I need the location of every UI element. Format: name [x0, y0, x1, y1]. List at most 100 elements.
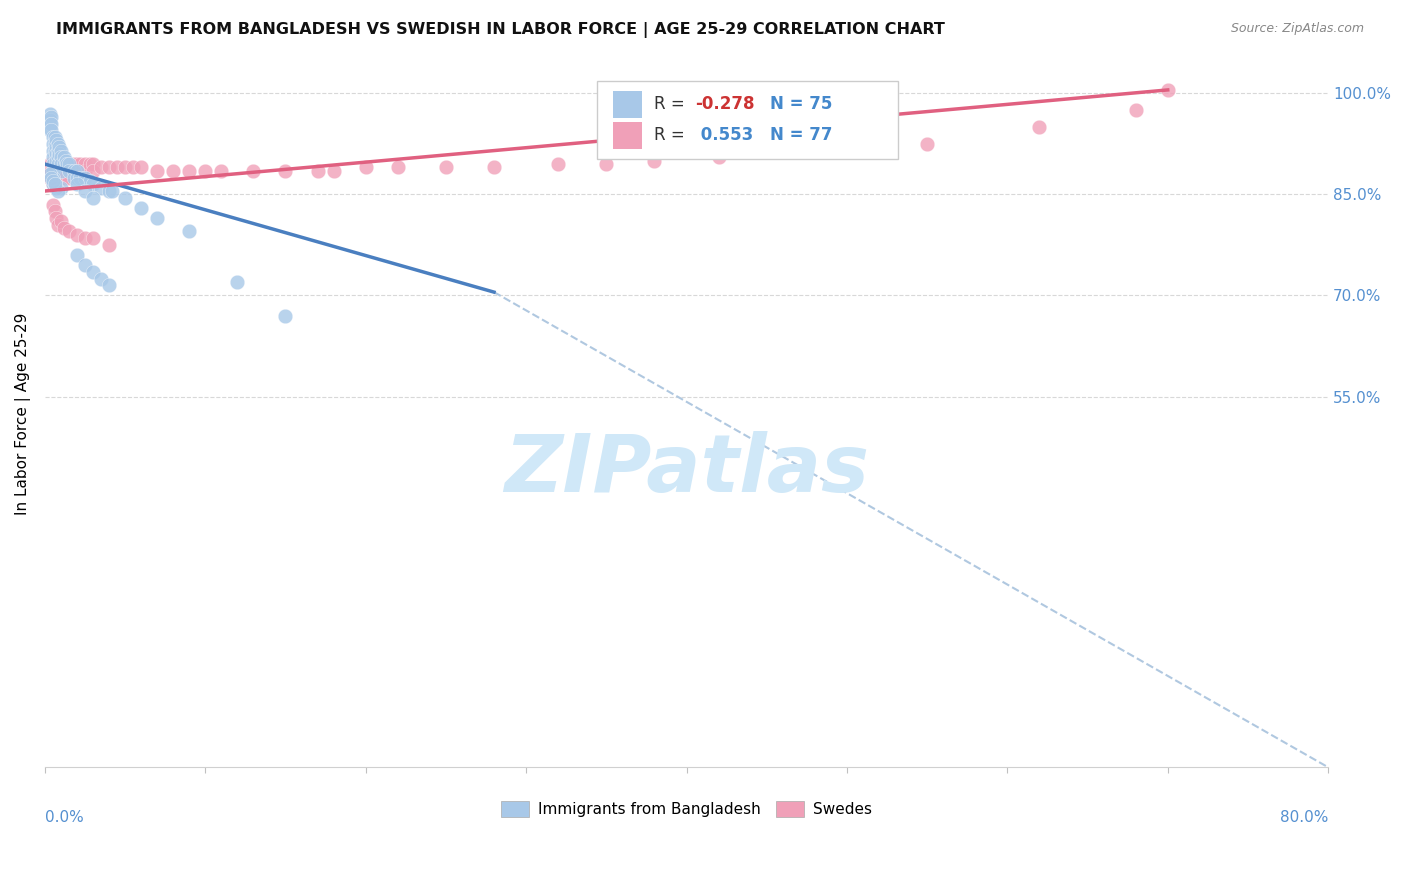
- Text: R =: R =: [654, 127, 690, 145]
- Point: [37, 113, 59, 128]
- Point: [209, 163, 232, 178]
- Point: [39, 117, 62, 131]
- Point: [45, 161, 67, 175]
- Point: [44, 136, 66, 151]
- Point: [42, 174, 65, 188]
- Point: [58, 157, 80, 171]
- Point: [49, 144, 72, 158]
- Point: [46, 136, 69, 151]
- Point: [46, 163, 69, 178]
- Point: [101, 184, 124, 198]
- Point: [1028, 120, 1050, 134]
- Point: [39, 163, 62, 178]
- Point: [1157, 83, 1180, 97]
- Point: [62, 157, 84, 171]
- Point: [82, 191, 104, 205]
- Point: [354, 161, 377, 175]
- Point: [547, 157, 569, 171]
- Point: [307, 163, 329, 178]
- Point: [44, 178, 66, 192]
- Text: N = 75: N = 75: [770, 95, 832, 113]
- Point: [66, 170, 89, 185]
- Point: [82, 231, 104, 245]
- Point: [129, 161, 152, 175]
- Point: [73, 163, 96, 178]
- Point: [73, 157, 96, 171]
- Point: [49, 163, 72, 178]
- Point: [55, 153, 77, 168]
- Point: [42, 197, 65, 211]
- Point: [53, 150, 76, 164]
- Legend: Immigrants from Bangladesh, Swedes: Immigrants from Bangladesh, Swedes: [495, 795, 877, 823]
- Point: [46, 218, 69, 232]
- Point: [90, 180, 112, 194]
- Point: [46, 150, 69, 164]
- Text: R =: R =: [654, 95, 690, 113]
- Point: [58, 170, 80, 185]
- Point: [66, 248, 89, 262]
- Text: 0.0%: 0.0%: [45, 810, 83, 825]
- Point: [79, 174, 101, 188]
- Point: [53, 221, 76, 235]
- Point: [179, 163, 201, 178]
- Point: [194, 163, 217, 178]
- Text: 0.553: 0.553: [696, 127, 754, 145]
- Point: [1125, 103, 1147, 117]
- Point: [62, 163, 84, 178]
- Point: [98, 184, 121, 198]
- Point: [69, 157, 91, 171]
- Point: [46, 157, 69, 171]
- Point: [46, 170, 69, 185]
- Point: [42, 163, 65, 178]
- Point: [482, 161, 505, 175]
- Point: [46, 157, 69, 171]
- Point: [98, 278, 121, 293]
- Point: [38, 170, 60, 185]
- Point: [39, 110, 62, 124]
- Point: [595, 157, 617, 171]
- Point: [42, 163, 65, 178]
- Point: [38, 167, 60, 181]
- Point: [242, 163, 264, 178]
- Text: ZIPatlas: ZIPatlas: [503, 431, 869, 509]
- Point: [129, 201, 152, 215]
- Point: [42, 170, 65, 185]
- Point: [48, 140, 70, 154]
- Point: [66, 227, 89, 242]
- Point: [804, 144, 827, 158]
- Point: [38, 106, 60, 120]
- Point: [42, 130, 65, 145]
- Point: [66, 178, 89, 192]
- Point: [73, 184, 96, 198]
- Point: [44, 167, 66, 181]
- Bar: [613, 91, 641, 118]
- Point: [53, 157, 76, 171]
- Point: [122, 161, 145, 175]
- Point: [44, 204, 66, 219]
- Point: [707, 150, 730, 164]
- Point: [42, 170, 65, 185]
- Point: [79, 157, 101, 171]
- Point: [42, 144, 65, 158]
- Point: [49, 157, 72, 171]
- Point: [45, 153, 67, 168]
- Point: [48, 147, 70, 161]
- Point: [98, 161, 121, 175]
- Point: [45, 147, 67, 161]
- Point: [82, 163, 104, 178]
- Text: 80.0%: 80.0%: [1279, 810, 1329, 825]
- Point: [44, 178, 66, 192]
- Point: [105, 161, 128, 175]
- Point: [49, 157, 72, 171]
- Point: [44, 130, 66, 145]
- Point: [66, 163, 89, 178]
- Point: [66, 163, 89, 178]
- Point: [39, 123, 62, 137]
- Point: [90, 271, 112, 285]
- Point: [90, 161, 112, 175]
- Point: [53, 157, 76, 171]
- Point: [49, 214, 72, 228]
- Point: [45, 133, 67, 147]
- Point: [45, 140, 67, 154]
- Point: [179, 224, 201, 238]
